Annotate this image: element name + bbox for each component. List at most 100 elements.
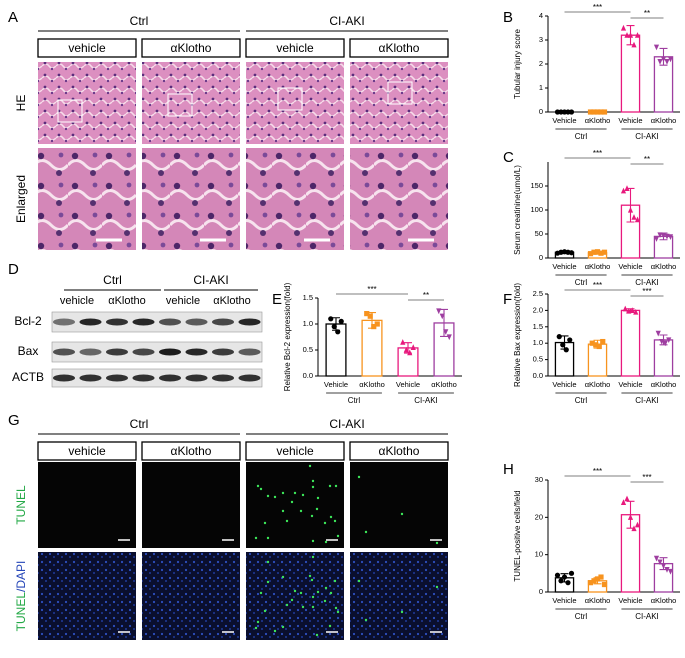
row-label-part: /DAPI [14,561,28,592]
bar [620,309,641,377]
tunel-spot [310,578,314,582]
data-point [631,525,637,532]
data-point [591,249,597,255]
data-point [567,337,573,343]
group-label: Ctrl [130,417,149,431]
data-point [556,334,562,340]
blot-strip [51,368,263,388]
x-tick-label: αKlotho [651,116,677,125]
data-point [624,32,630,38]
y-tick-label: 30 [535,475,543,484]
row-label-part: TUNEL [14,485,28,525]
y-tick-label: 2.5 [533,289,543,298]
micrograph [246,462,344,548]
y-axis-label: Serum creatinine(umol/L) [513,165,522,255]
column-box [349,441,449,461]
data-point [634,32,641,38]
y-tick-label: 2.0 [533,305,543,314]
blot-band [106,374,128,382]
data-point [591,578,597,584]
data-point [560,342,566,348]
tunel-spot [333,579,337,583]
data-point [657,59,663,65]
blot-band [238,318,261,326]
data-point [633,308,639,315]
data-point [598,250,604,256]
data-point [601,109,608,115]
tunel-spot [310,514,314,518]
data-point [328,316,334,322]
row-label: TUNEL [14,485,28,525]
row-label: HE [14,95,28,112]
tunel-spot [364,618,368,622]
y-tick-label: 0.5 [303,345,313,354]
x-tick-label: αKlotho [651,596,677,605]
tunel-spot [364,530,368,534]
data-point [660,56,667,63]
tunel-spot [324,586,328,590]
data-point [364,311,370,317]
x-tick-label: Vehicle [552,596,576,605]
tunel-spot [290,500,294,504]
data-point [568,250,575,256]
panel-letter: C [503,149,514,166]
inset-box [167,93,193,117]
data-point [634,216,641,223]
y-axis-label: Relative Bax expression(fold) [513,283,522,387]
column-label: vehicle [276,444,314,458]
data-point [407,349,413,356]
data-point [631,41,637,48]
tunel-spot [328,484,332,488]
significance-label: *** [642,473,651,482]
tunel-spot [308,464,312,468]
panel-letter: G [8,412,20,429]
data-point [655,330,661,337]
data-point [667,568,674,575]
data-point [664,233,670,240]
micrograph [350,62,448,144]
tunel-spot [254,626,258,630]
y-tick-label: 150 [530,181,543,190]
significance-label: *** [593,3,602,12]
group-label: CI-AKI [329,14,364,28]
column-label: αKlotho [108,295,146,307]
tunel-spot [254,536,258,540]
data-point [565,580,571,586]
group-label: CI-AKI [635,396,659,405]
group-label: Ctrl [575,612,588,621]
tunel-spot [324,540,328,544]
tunel-spot [435,585,439,589]
blot-band [53,348,75,356]
column-label: αKlotho [379,444,420,458]
tunel-spot [311,595,315,599]
data-point [594,109,601,115]
blot-band [106,318,128,326]
row-label: ACTB [12,370,44,384]
data-point [593,342,599,348]
tunel-spot [263,609,267,613]
data-point [561,574,568,580]
group-label: CI-AKI [635,278,659,287]
micrograph [246,552,344,640]
data-point [601,249,608,255]
data-point [653,555,660,562]
y-tick-label: 1.0 [303,319,313,328]
blot-band [53,318,75,326]
data-point [667,234,674,240]
x-tick-label: Vehicle [618,116,642,125]
micrograph [246,62,344,144]
tunel-spot [334,484,338,488]
y-tick-label: 3 [539,35,543,44]
tunel-spot [285,519,289,523]
x-tick-label: Vehicle [324,380,348,389]
blot-band [132,348,155,356]
data-point [367,313,373,319]
tunel-spot [311,479,315,483]
tunel-spot [259,487,263,491]
y-tick-label: 2 [539,59,543,68]
group-label: Ctrl [348,396,361,405]
panel-letter: B [503,9,513,26]
y-tick-label: 0.5 [533,355,543,364]
data-point [554,572,561,578]
data-point [667,56,674,63]
